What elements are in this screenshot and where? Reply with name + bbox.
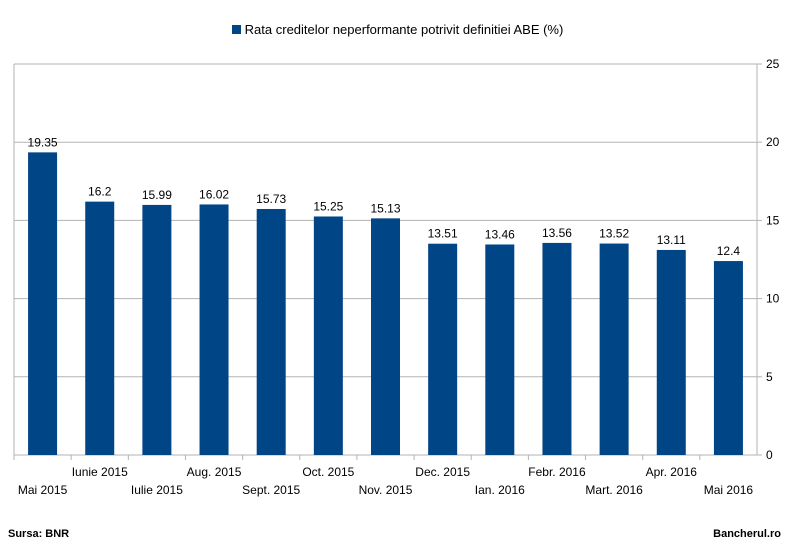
data-label: 13.56 [542, 226, 572, 240]
y-tick-label: 10 [766, 292, 780, 306]
bar [485, 244, 515, 455]
x-tick-label: Iunie 2015 [72, 465, 128, 479]
data-label: 13.11 [657, 233, 686, 247]
y-tick-label: 5 [766, 370, 773, 384]
bar [313, 216, 343, 455]
data-label: 15.73 [256, 192, 286, 206]
x-tick-label: Febr. 2016 [528, 465, 586, 479]
bar [542, 242, 572, 455]
y-tick-label: 0 [766, 448, 773, 462]
data-label: 12.4 [717, 244, 741, 258]
x-tick-label: Apr. 2016 [646, 465, 698, 479]
y-tick-label: 15 [766, 213, 780, 227]
y-axis-ticks: 0 5 10 15 20 25 [766, 57, 780, 462]
bar [371, 218, 400, 455]
bar [28, 152, 58, 455]
data-labels: 19.35 16.2 15.99 16.02 15.73 15.25 15.13 13.51 1… [28, 135, 741, 258]
legend-swatch [231, 25, 241, 35]
bar [656, 249, 686, 455]
y-tick-label: 25 [766, 57, 780, 71]
x-tick-label: Mai 2015 [18, 483, 68, 497]
x-tick-label: Iulie 2015 [131, 483, 183, 497]
data-label: 19.35 [28, 135, 58, 149]
brand-label: Bancherul.ro [713, 528, 781, 540]
bars [28, 152, 743, 455]
data-label: 13.51 [428, 227, 458, 241]
x-tick-label: Dec. 2015 [415, 465, 470, 479]
data-label: 15.99 [142, 188, 172, 202]
y-tick-label: 20 [766, 135, 780, 149]
legend-label: Rata creditelor neperformante potrivit d… [244, 22, 564, 37]
data-label: 15.25 [313, 199, 343, 213]
x-tick-label: Sept. 2015 [242, 483, 300, 497]
data-label: 16.02 [199, 187, 229, 201]
chart-legend: Rata creditelor neperformante potrivit d… [0, 22, 795, 37]
bar [428, 243, 458, 455]
bar [599, 243, 629, 455]
source-note: Sursa: BNR [8, 528, 70, 540]
x-tick-label: Mart. 2016 [585, 483, 643, 497]
bar [142, 204, 172, 455]
data-label: 15.13 [370, 201, 400, 215]
data-label: 13.46 [485, 227, 515, 241]
x-tick-label: Ian. 2016 [475, 483, 525, 497]
data-label: 13.52 [599, 227, 629, 241]
data-label: 16.2 [88, 185, 112, 199]
x-tick-label: Mai 2016 [704, 483, 754, 497]
bar [85, 201, 115, 455]
bar [256, 208, 286, 455]
bar [199, 204, 229, 455]
x-tick-label: Oct. 2015 [302, 465, 354, 479]
x-tick-label: Nov. 2015 [359, 483, 413, 497]
x-tick-label: Aug. 2015 [187, 465, 242, 479]
bar [713, 261, 743, 455]
